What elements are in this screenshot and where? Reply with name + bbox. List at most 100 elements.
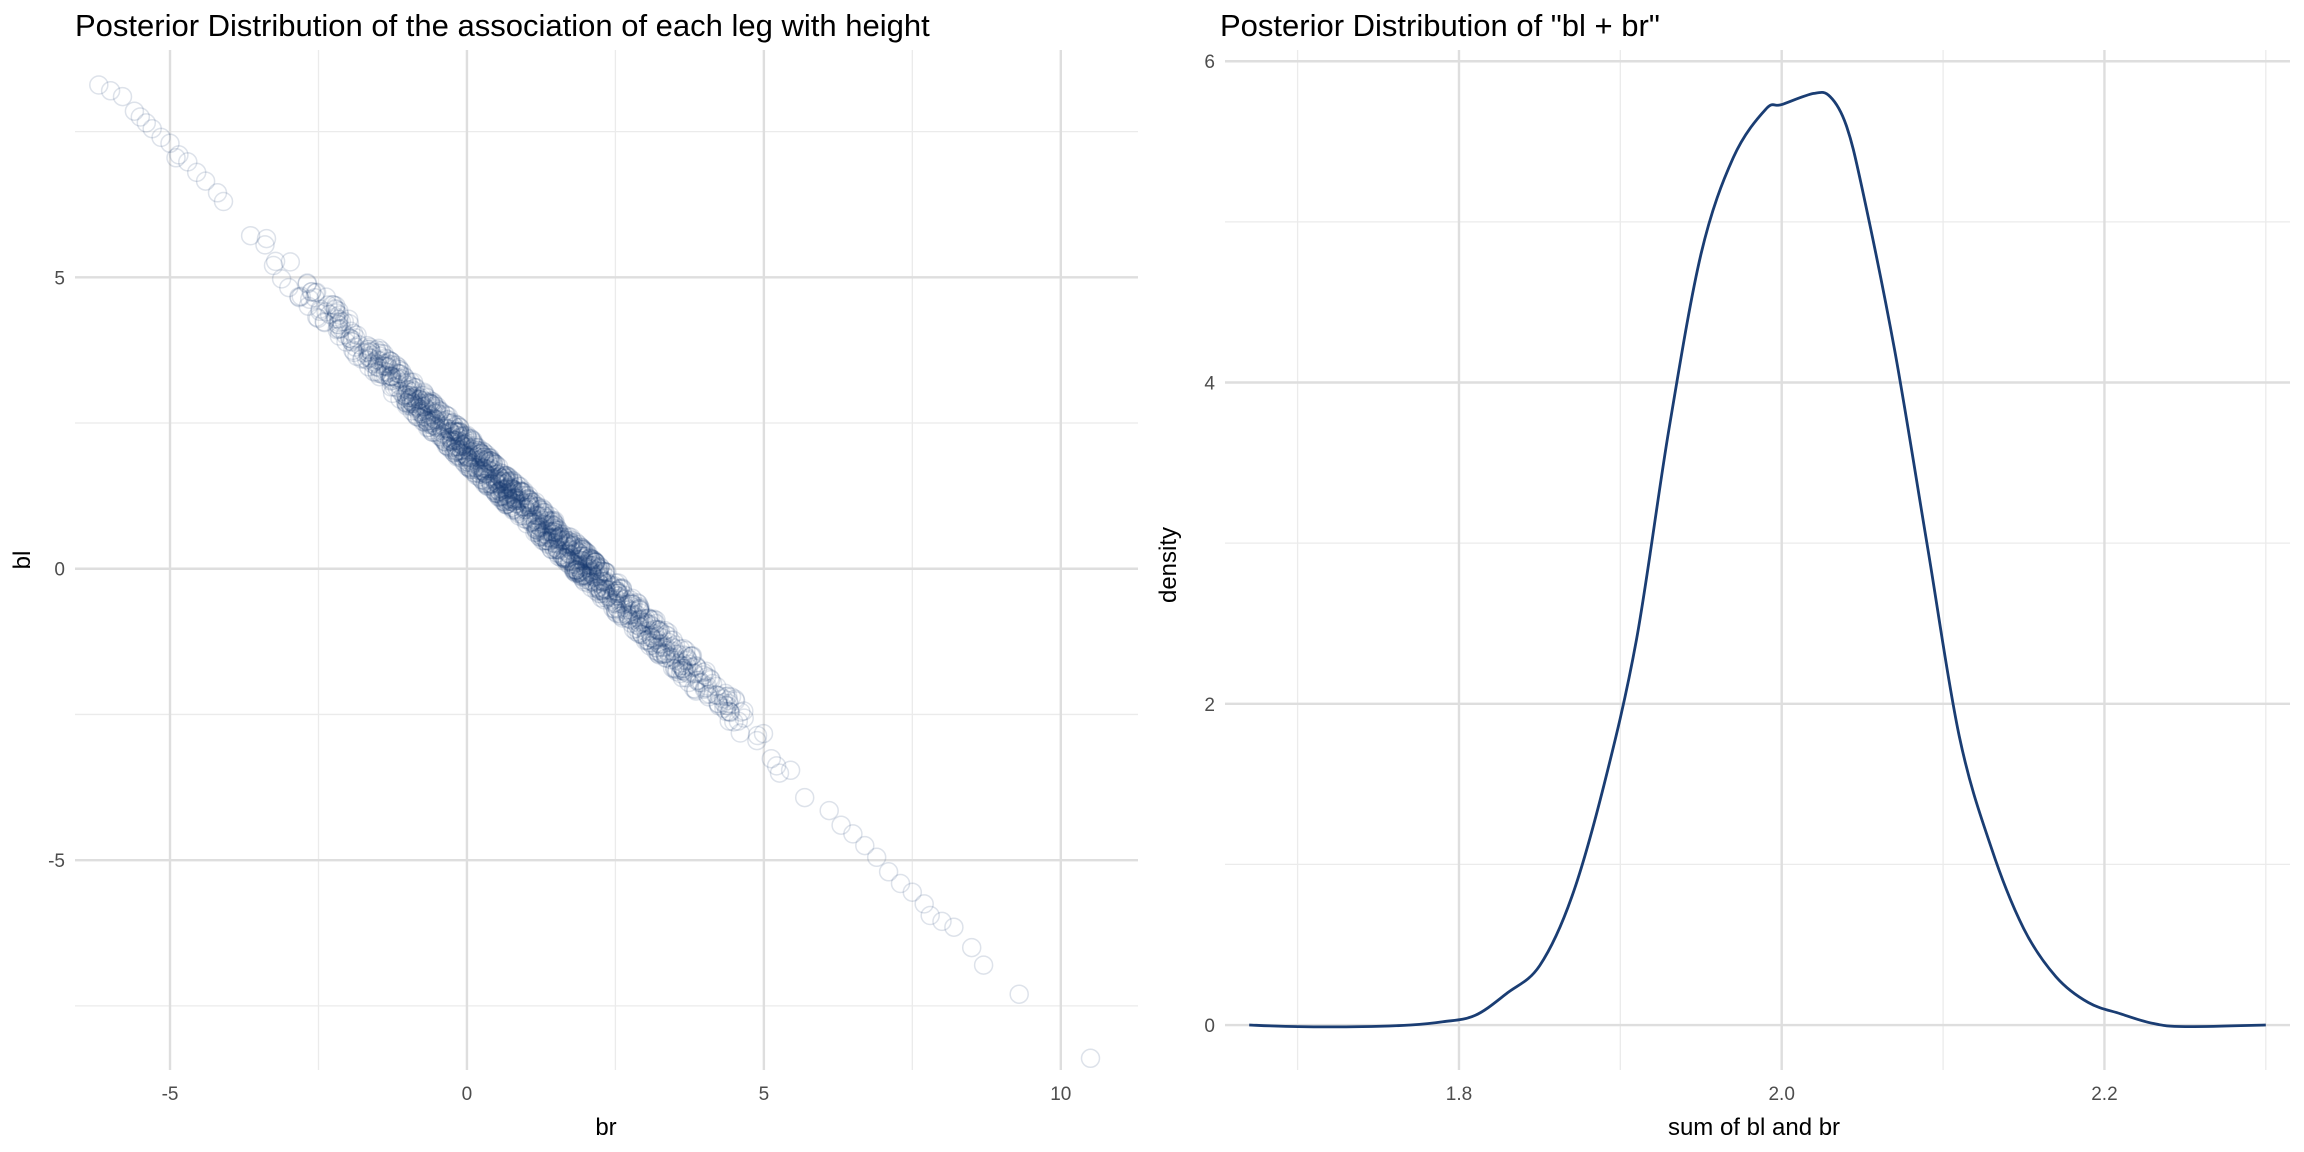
scatter-point (468, 450, 488, 471)
scatter-point (485, 472, 506, 493)
scatter-point (611, 606, 631, 626)
scatter-point (480, 474, 500, 495)
scatter-point (403, 388, 423, 408)
scatter-point (747, 730, 767, 751)
scatter-point (558, 528, 578, 548)
scatter-point (429, 416, 450, 436)
scatter-point (626, 621, 646, 642)
scatter-point (508, 503, 529, 524)
scatter-points (89, 75, 1101, 1069)
scatter-point (461, 428, 481, 449)
scatter-point (650, 622, 671, 642)
scatter-point (620, 590, 640, 610)
scatter-point (536, 530, 556, 551)
scatter-point (520, 510, 540, 530)
scatter-point (471, 469, 492, 490)
scatter-point (638, 608, 659, 629)
scatter-point (414, 390, 435, 411)
scatter-point (582, 549, 602, 570)
scatter-point (595, 562, 616, 582)
scatter-point (396, 385, 416, 405)
scatter-point (687, 670, 707, 691)
scatter-point (581, 577, 602, 598)
scatter-point (537, 521, 558, 542)
scatter-point (673, 658, 693, 679)
scatter-point (494, 467, 514, 487)
scatter-point (521, 492, 542, 512)
scatter-point (538, 527, 559, 547)
scatter-point (511, 497, 532, 517)
scatter-point (656, 640, 677, 661)
scatter-point (442, 432, 462, 452)
scatter-point (345, 337, 366, 357)
scatter-point (603, 583, 624, 604)
scatter-point (506, 493, 526, 514)
scatter-point (612, 578, 633, 598)
scatter-point (456, 429, 476, 449)
scatter-point (511, 481, 532, 502)
scatter-point (544, 515, 565, 536)
scatter-point (403, 386, 424, 407)
scatter-point (484, 469, 504, 489)
scatter-point (347, 325, 367, 345)
scatter-point (548, 527, 569, 548)
scatter-point (326, 296, 346, 316)
scatter-point (405, 404, 425, 424)
scatter-point (592, 570, 612, 591)
scatter-point (728, 711, 749, 731)
scatter-point (673, 658, 694, 679)
scatter-point (458, 441, 479, 461)
scatter-point (648, 633, 669, 654)
scatter-point (522, 500, 542, 520)
scatter-point (676, 656, 697, 676)
scatter-point (667, 659, 687, 680)
scatter-point (1080, 1048, 1101, 1069)
scatter-point (534, 524, 554, 544)
scatter-point (472, 470, 493, 490)
scatter-point (730, 723, 751, 743)
scatter-point (511, 481, 531, 502)
scatter-point (714, 698, 734, 719)
scatter-point (297, 274, 317, 294)
scatter-point (577, 563, 598, 584)
scatter-point (451, 435, 472, 455)
scatter-point (416, 407, 437, 427)
scatter-point (525, 512, 546, 533)
scatter-point (436, 405, 457, 426)
scatter-point (450, 434, 471, 454)
scatter-point (428, 400, 448, 420)
scatter-point (622, 603, 643, 624)
scatter-point (565, 552, 585, 572)
scatter-point (460, 447, 481, 468)
scatter-point (432, 423, 452, 443)
scatter-point (499, 471, 519, 492)
scatter-point (483, 474, 503, 495)
scatter-point (514, 481, 534, 501)
scatter-point (439, 413, 460, 433)
scatter-point (543, 512, 564, 533)
scatter-point (529, 521, 549, 541)
scatter-point (568, 563, 588, 584)
scatter-point (548, 530, 568, 550)
scatter-point (454, 425, 475, 446)
scatter-point (492, 471, 512, 491)
scatter-point (402, 401, 422, 421)
scatter-point (539, 521, 559, 542)
scatter-point (458, 449, 479, 469)
scatter-point (416, 399, 437, 419)
scatter-point (340, 328, 360, 349)
scatter-point (447, 445, 468, 466)
scatter-point (577, 566, 597, 586)
scatter-point (471, 443, 492, 464)
scatter-point (521, 512, 541, 533)
scatter-point (568, 562, 589, 583)
y-tick-label: 6 (1204, 52, 1215, 73)
scatter-point (519, 494, 540, 515)
scatter-point (441, 439, 461, 460)
scatter-point (648, 630, 668, 650)
scatter-point (578, 558, 599, 578)
scatter-point (671, 660, 691, 681)
scatter-point (668, 653, 689, 674)
scatter-point (493, 486, 513, 507)
scatter-point (255, 235, 275, 255)
